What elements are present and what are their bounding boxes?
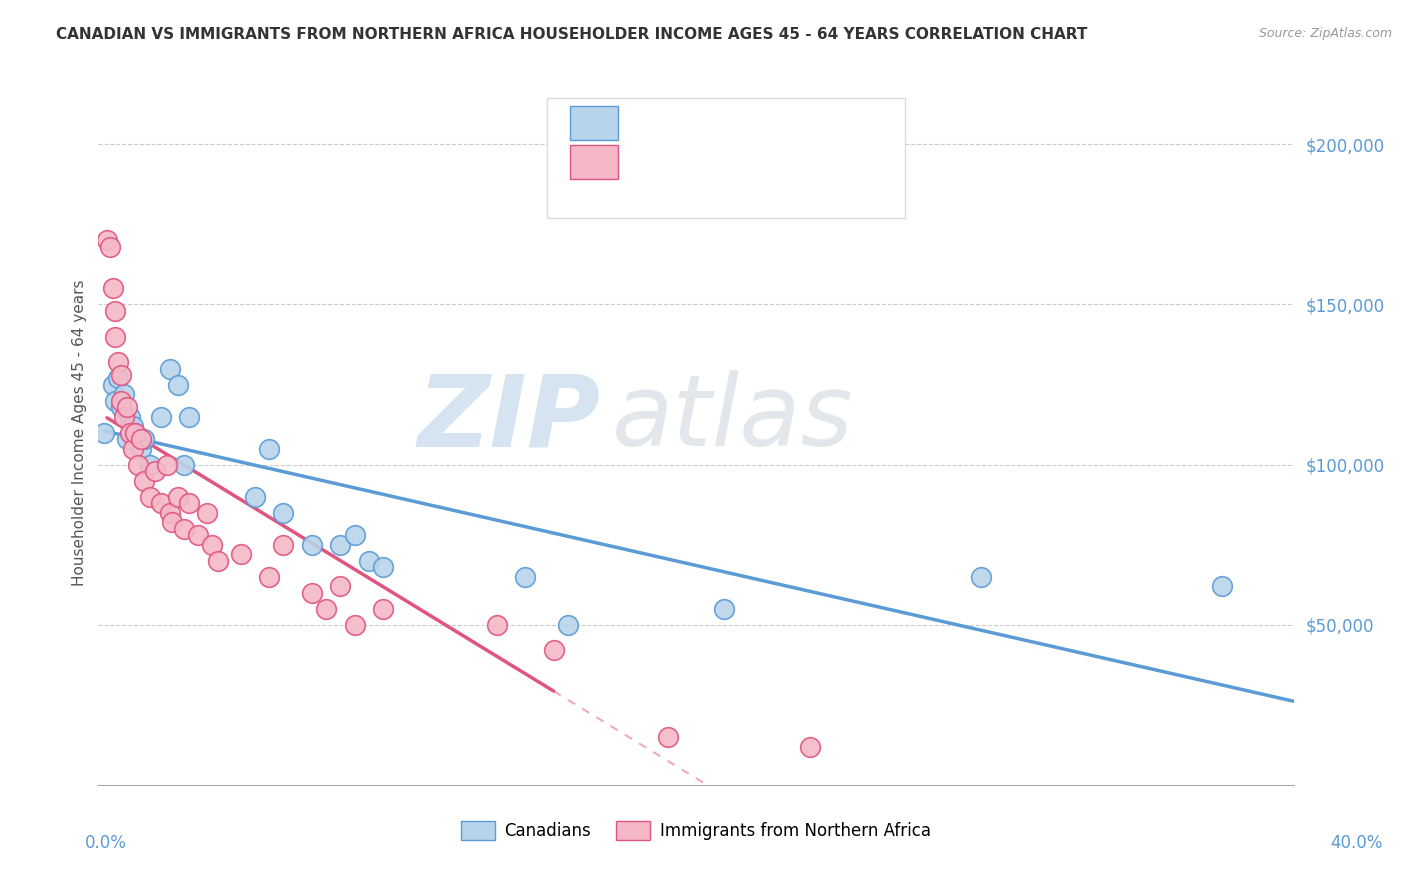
Point [127,458,149,472]
Point [118,409,141,424]
Point [162,516,184,530]
Point [159,506,181,520]
Point [315,601,337,615]
Point [132,474,155,488]
Point [201,538,224,552]
Point [557,617,579,632]
Point [329,579,352,593]
Point [257,570,280,584]
Point [371,601,394,615]
Point [343,528,366,542]
Point [229,547,252,561]
Point [713,601,735,615]
Point [110,368,132,382]
Point [112,387,135,401]
Point [118,425,141,440]
Point [110,400,132,414]
Point [96,234,118,248]
Point [150,409,173,424]
Point [107,355,129,369]
Text: Source: ZipAtlas.com: Source: ZipAtlas.com [1258,27,1392,40]
Point [121,442,143,456]
Text: 40.0%: 40.0% [1330,834,1384,852]
Point [167,490,190,504]
Point [301,586,323,600]
Point [156,458,179,472]
Point [129,442,152,456]
Legend: Canadians, Immigrants from Northern Africa: Canadians, Immigrants from Northern Afri… [454,814,938,847]
Point [138,458,160,472]
Point [515,570,537,584]
Point [121,419,143,434]
FancyBboxPatch shape [571,106,619,140]
Point [107,371,129,385]
Point [124,425,146,440]
Point [104,304,127,318]
Point [343,617,366,632]
Text: atlas: atlas [613,370,853,467]
Point [104,329,127,343]
Point [138,490,160,504]
Point [129,432,152,446]
Point [98,240,121,254]
Point [179,496,201,510]
Point [657,730,679,744]
Point [371,560,394,574]
Point [357,554,380,568]
Point [543,643,565,657]
Point [124,425,146,440]
Point [485,617,508,632]
Point [132,432,155,446]
Point [93,425,115,440]
Point [195,506,218,520]
Point [150,496,173,510]
Point [143,464,166,478]
Text: R = -0.487    N = 31: R = -0.487 N = 31 [637,120,820,137]
Point [1211,579,1233,593]
Point [115,432,138,446]
Point [101,377,124,392]
Point [167,377,190,392]
Point [179,409,201,424]
Point [273,506,295,520]
FancyBboxPatch shape [571,145,619,179]
Text: ZIP: ZIP [418,370,600,467]
Point [243,490,266,504]
FancyBboxPatch shape [547,98,905,218]
Point [257,442,280,456]
Point [187,528,209,542]
Point [301,538,323,552]
Point [969,570,991,584]
Y-axis label: Householder Income Ages 45 - 64 years: Householder Income Ages 45 - 64 years [72,279,87,586]
Point [101,281,124,295]
Text: 0.0%: 0.0% [84,834,127,852]
Text: CANADIAN VS IMMIGRANTS FROM NORTHERN AFRICA HOUSEHOLDER INCOME AGES 45 - 64 YEAR: CANADIAN VS IMMIGRANTS FROM NORTHERN AFR… [56,27,1088,42]
Point [173,458,195,472]
Point [799,739,821,754]
Point [112,409,135,424]
Point [115,400,138,414]
Point [104,393,127,408]
Point [159,361,181,376]
Point [173,522,195,536]
Point [273,538,295,552]
Point [110,393,132,408]
Point [207,554,229,568]
Text: R = -0.434    N = 41: R = -0.434 N = 41 [637,158,820,176]
Point [329,538,352,552]
